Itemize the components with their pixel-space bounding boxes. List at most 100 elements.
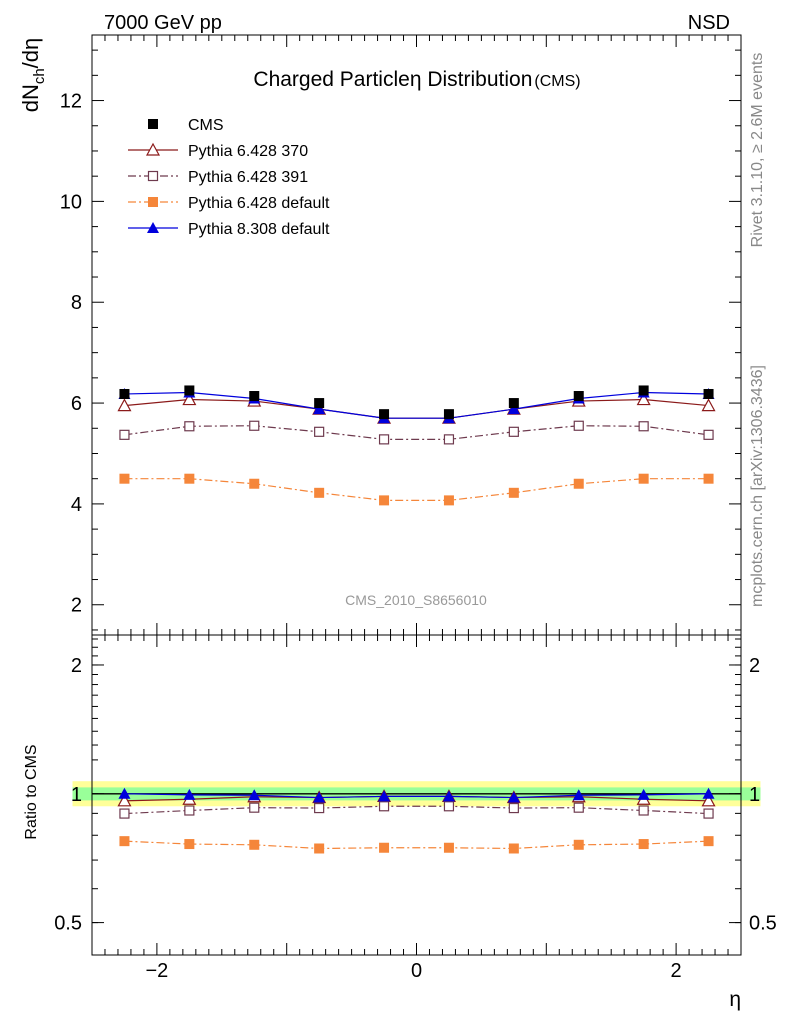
analysis-watermark: CMS_2010_S8656010 [345, 592, 487, 608]
mcplots-note: mcplots.cern.ch [arXiv:1306.3436] [749, 365, 766, 607]
legend-marker [148, 197, 158, 207]
ratio-line-pythia-8-308-default [124, 793, 709, 799]
point-pythia-6-428-370 [117, 398, 132, 412]
series-pythia-6-428-391 [119, 420, 714, 445]
ratio-point-pythia-6-428-default [249, 839, 260, 850]
ratio-plot-frame [91, 634, 742, 956]
energy-label: 7000 GeV pp [104, 12, 222, 34]
point-pythia-6-428-default [119, 473, 130, 484]
legend-item-pythia-6-428-391: Pythia 6.428 391 [128, 169, 308, 186]
ratio-point-pythia-6-428-default [443, 842, 454, 853]
legend-marker [147, 170, 159, 182]
point-pythia-6-428-default [703, 473, 714, 484]
ratio-point-pythia-6-428-391 [378, 801, 390, 812]
ratio-line-pythia-6-428-default [124, 840, 709, 850]
chart-title: Charged Particleη Distribution (CMS) [253, 68, 580, 91]
legend-item-pythia-6-428-default: Pythia 6.428 default [128, 195, 330, 212]
legend-label: Pythia 6.428 391 [188, 169, 308, 186]
ratio-point-pythia-8-308-default [183, 788, 196, 800]
ratio-y-tick-label-left: 2 [71, 655, 82, 677]
ratio-point-pythia-8-308-default [248, 789, 261, 801]
legend-marker [145, 142, 161, 156]
x-tick-label: −2 [145, 960, 168, 982]
legend-marker [148, 119, 158, 129]
ratio-y-axis-label: Ratio to CMS [23, 744, 40, 839]
main-axis-ticks [91, 35, 742, 635]
series-pythia-8-308-default [118, 386, 715, 424]
legend-label: Pythia 8.308 default [188, 221, 330, 238]
ratio-point-pythia-6-428-default [508, 843, 519, 854]
ratio-line-pythia-6-428-391 [124, 805, 709, 815]
x-tick-label: 0 [411, 960, 422, 982]
ratio-point-pythia-8-308-default [313, 791, 326, 803]
ratio-plot-panel: 0.5 0.5 1 1 2 2 −2 0 2 Ratio to CMS η [23, 634, 777, 1011]
ratio-point-pythia-8-308-default [378, 790, 391, 802]
point-cms [184, 385, 195, 396]
ratio-point-pythia-6-428-391 [703, 808, 714, 819]
legend-item-cms: CMS [148, 117, 224, 134]
ratio-point-pythia-6-428-391 [249, 802, 260, 813]
point-pythia-6-428-370 [636, 392, 651, 406]
point-pythia-6-428-default [249, 478, 260, 489]
point-pythia-6-428-391 [314, 426, 325, 437]
point-pythia-6-428-391 [508, 426, 519, 437]
ratio-point-pythia-6-428-default [703, 836, 714, 847]
point-pythia-6-428-default [573, 478, 584, 489]
point-cms [314, 398, 325, 409]
point-pythia-6-428-default [638, 473, 649, 484]
main-y-tick-label: 10 [60, 191, 82, 213]
x-axis-label: η [729, 988, 741, 1011]
point-pythia-6-428-default [314, 487, 325, 498]
ratio-point-pythia-8-308-default [637, 788, 650, 800]
point-cms [119, 388, 130, 399]
ratio-axis-ticks [91, 635, 742, 955]
point-cms [443, 409, 454, 420]
ratio-point-pythia-6-428-370 [117, 793, 132, 807]
ratio-point-pythia-6-428-391 [638, 805, 649, 816]
point-cms [573, 391, 584, 402]
legend-label: Pythia 6.428 370 [188, 143, 308, 160]
series-pythia-6-428-default [119, 473, 714, 506]
point-cms [508, 398, 519, 409]
point-pythia-6-428-391 [378, 434, 390, 445]
ratio-point-pythia-6-428-default [379, 842, 390, 853]
ratio-point-pythia-8-308-default [507, 791, 520, 803]
point-pythia-8-308-default [507, 403, 520, 415]
ratio-point-pythia-6-428-default [314, 843, 325, 854]
ratio-point-pythia-8-308-default [702, 787, 715, 799]
point-pythia-6-428-default [184, 473, 195, 484]
ratio-point-pythia-6-428-default [638, 839, 649, 850]
ratio-point-pythia-8-308-default [572, 789, 585, 801]
main-plot-panel: 2 4 6 8 10 12 dNch/dη Charged Particleη Distrib… [18, 34, 742, 636]
point-pythia-6-428-370 [182, 392, 197, 406]
point-cms [249, 391, 260, 402]
point-pythia-6-428-default [379, 495, 390, 506]
ratio-y-tick-label-left: 0.5 [54, 913, 82, 935]
main-y-axis-label: dNch/dη [18, 38, 48, 113]
point-pythia-8-308-default [313, 403, 326, 415]
legend-marker [147, 222, 159, 233]
ratio-point-pythia-6-428-default [184, 839, 195, 850]
ratio-point-pythia-6-428-391 [314, 802, 325, 814]
point-pythia-6-428-391 [119, 429, 130, 440]
ratio-point-pythia-6-428-391 [573, 802, 584, 813]
point-cms [379, 409, 390, 420]
legend-item-pythia-6-428-370: Pythia 6.428 370 [128, 142, 308, 160]
point-pythia-6-428-default [443, 495, 454, 506]
point-pythia-6-428-391 [703, 429, 714, 440]
main-y-tick-label: 12 [60, 91, 82, 113]
point-pythia-6-428-391 [249, 420, 260, 431]
ratio-point-pythia-6-428-391 [443, 801, 455, 812]
point-pythia-6-428-391 [638, 421, 649, 432]
process-label: NSD [688, 12, 730, 34]
series-line-pythia-6-428-370 [124, 398, 709, 419]
ratio-point-pythia-6-428-391 [119, 808, 130, 819]
ratio-y-tick-label-right: 1 [749, 784, 760, 806]
point-pythia-6-428-370 [701, 398, 716, 412]
main-y-tick-label: 4 [71, 494, 82, 516]
ratio-point-pythia-8-308-default [442, 790, 455, 802]
ratio-series-pythia-6-428-391 [119, 801, 714, 819]
legend: CMS Pythia 6.428 370 Pythia 6.428 391 Pythi… [128, 117, 330, 238]
main-y-tick-label: 6 [71, 393, 82, 415]
point-pythia-6-428-391 [443, 434, 455, 445]
